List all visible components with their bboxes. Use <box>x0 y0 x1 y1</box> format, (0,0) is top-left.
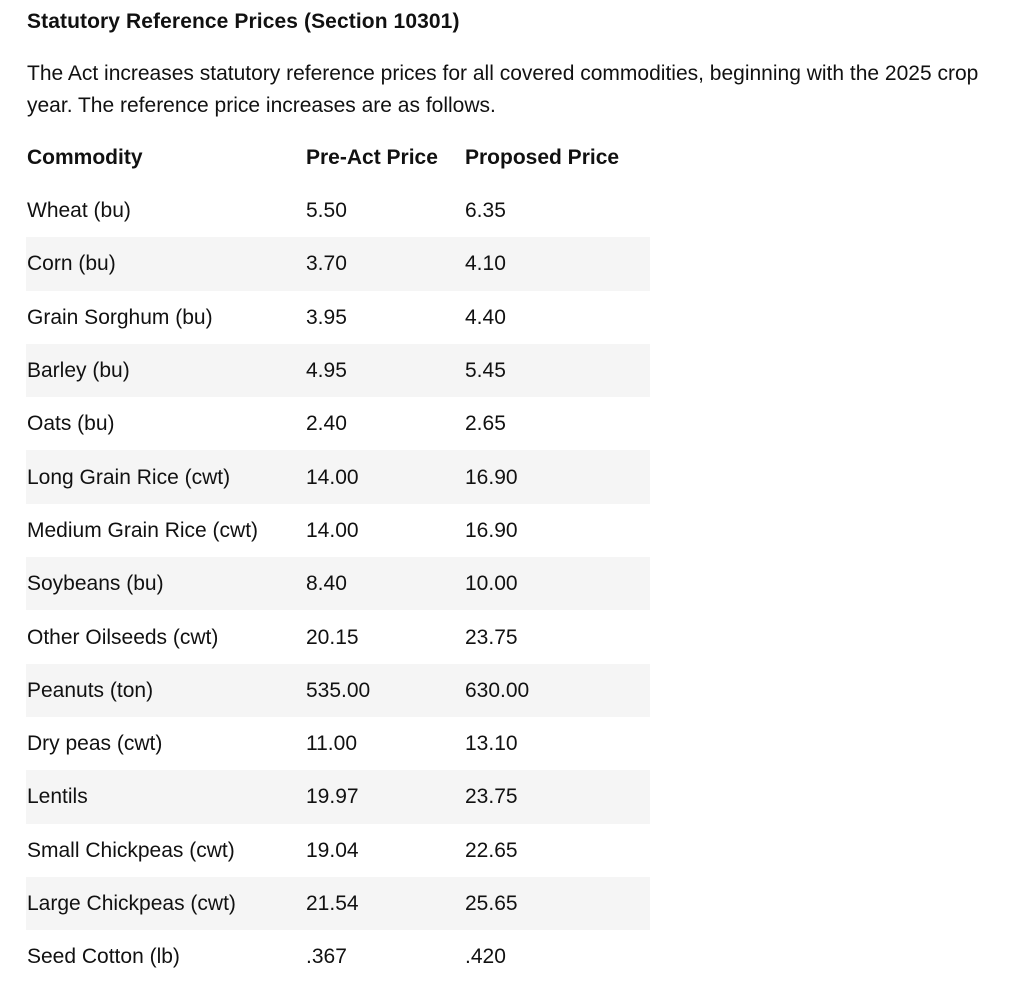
pre-act-cell: 11.00 <box>306 732 357 756</box>
commodity-cell: Seed Cotton (lb) <box>27 945 180 969</box>
pre-act-cell: 8.40 <box>306 557 465 611</box>
proposed-cell: 16.90 <box>465 518 518 542</box>
table-row: Peanuts (ton) 535.00 630.00 <box>26 663 650 717</box>
pre-act-cell: 3.70 <box>306 237 465 291</box>
header-proposed-price: Proposed Price <box>465 146 620 169</box>
pre-act-cell: 3.95 <box>306 305 347 329</box>
proposed-cell: 2.65 <box>465 412 506 436</box>
proposed-cell: 4.10 <box>465 237 650 291</box>
commodity-cell: Other Oilseeds (cwt) <box>27 625 219 649</box>
commodity-cell: Oats (bu) <box>27 412 115 436</box>
table-row: Medium Grain Rice (cwt) 14.00 16.90 <box>26 504 650 557</box>
proposed-cell: 630.00 <box>465 663 650 717</box>
proposed-cell: 16.90 <box>465 450 650 504</box>
proposed-cell: 13.10 <box>465 732 518 756</box>
pre-act-cell: 4.95 <box>306 343 465 398</box>
header-pre-act-price: Pre-Act Price <box>306 146 438 169</box>
proposed-cell: .420 <box>465 945 506 969</box>
commodity-cell: Dry peas (cwt) <box>27 732 163 756</box>
pre-act-cell: 2.40 <box>306 412 347 436</box>
proposed-cell: 6.35 <box>465 199 506 223</box>
table-row: Dry peas (cwt) 11.00 13.10 <box>26 717 650 770</box>
commodity-cell: Soybeans (bu) <box>26 557 306 611</box>
table-row: Corn (bu) 3.70 4.10 <box>26 237 650 291</box>
table-row: Wheat (bu) 5.50 6.35 <box>26 184 650 237</box>
commodity-cell: Large Chickpeas (cwt) <box>26 876 306 931</box>
table-row: Long Grain Rice (cwt) 14.00 16.90 <box>26 450 650 504</box>
commodity-cell: Lentils <box>26 770 306 824</box>
proposed-cell: 23.75 <box>465 625 518 649</box>
commodity-cell: Medium Grain Rice (cwt) <box>27 518 259 542</box>
proposed-cell: 5.45 <box>465 343 650 398</box>
table-row: Soybeans (bu) 8.40 10.00 <box>26 557 650 611</box>
table-row: Large Chickpeas (cwt) 21.54 25.65 <box>26 876 650 931</box>
pre-act-cell: 14.00 <box>306 518 359 542</box>
table-row: Oats (bu) 2.40 2.65 <box>26 397 650 450</box>
commodity-cell: Corn (bu) <box>26 237 306 291</box>
proposed-cell: 22.65 <box>465 838 518 862</box>
table-row: Small Chickpeas (cwt) 19.04 22.65 <box>26 824 650 877</box>
proposed-cell: 25.65 <box>465 876 650 931</box>
commodity-cell: Wheat (bu) <box>27 199 131 223</box>
proposed-cell: 4.40 <box>465 305 506 329</box>
proposed-cell: 10.00 <box>465 557 650 611</box>
table-header-row: Commodity Pre-Act Price Proposed Price <box>26 140 650 176</box>
commodity-cell: Small Chickpeas (cwt) <box>27 838 235 862</box>
pre-act-cell: 14.00 <box>306 450 465 504</box>
table-row: Lentils 19.97 23.75 <box>26 770 650 824</box>
commodity-cell: Peanuts (ton) <box>26 663 306 717</box>
pre-act-cell: .367 <box>306 945 347 969</box>
commodity-cell: Grain Sorghum (bu) <box>27 305 213 329</box>
pre-act-cell: 19.04 <box>306 838 359 862</box>
table-row: Other Oilseeds (cwt) 20.15 23.75 <box>26 610 650 663</box>
spacer <box>26 176 650 184</box>
pre-act-cell: 535.00 <box>306 663 465 717</box>
reference-price-table: Commodity Pre-Act Price Proposed Price W… <box>26 140 650 983</box>
pre-act-cell: 20.15 <box>306 625 359 649</box>
proposed-cell: 23.75 <box>465 770 650 824</box>
commodity-cell: Long Grain Rice (cwt) <box>26 450 306 504</box>
pre-act-cell: 21.54 <box>306 876 465 931</box>
table-row: Barley (bu) 4.95 5.45 <box>26 343 650 398</box>
intro-paragraph: The Act increases statutory reference pr… <box>27 62 979 117</box>
commodity-cell: Barley (bu) <box>26 343 306 398</box>
table-row: Grain Sorghum (bu) 3.95 4.40 <box>26 291 650 344</box>
pre-act-cell: 5.50 <box>306 199 347 223</box>
table-row: Seed Cotton (lb) .367 .420 <box>26 930 650 983</box>
header-commodity: Commodity <box>27 146 143 169</box>
section-title: Statutory Reference Prices (Section 1030… <box>27 10 460 33</box>
pre-act-cell: 19.97 <box>306 770 465 824</box>
